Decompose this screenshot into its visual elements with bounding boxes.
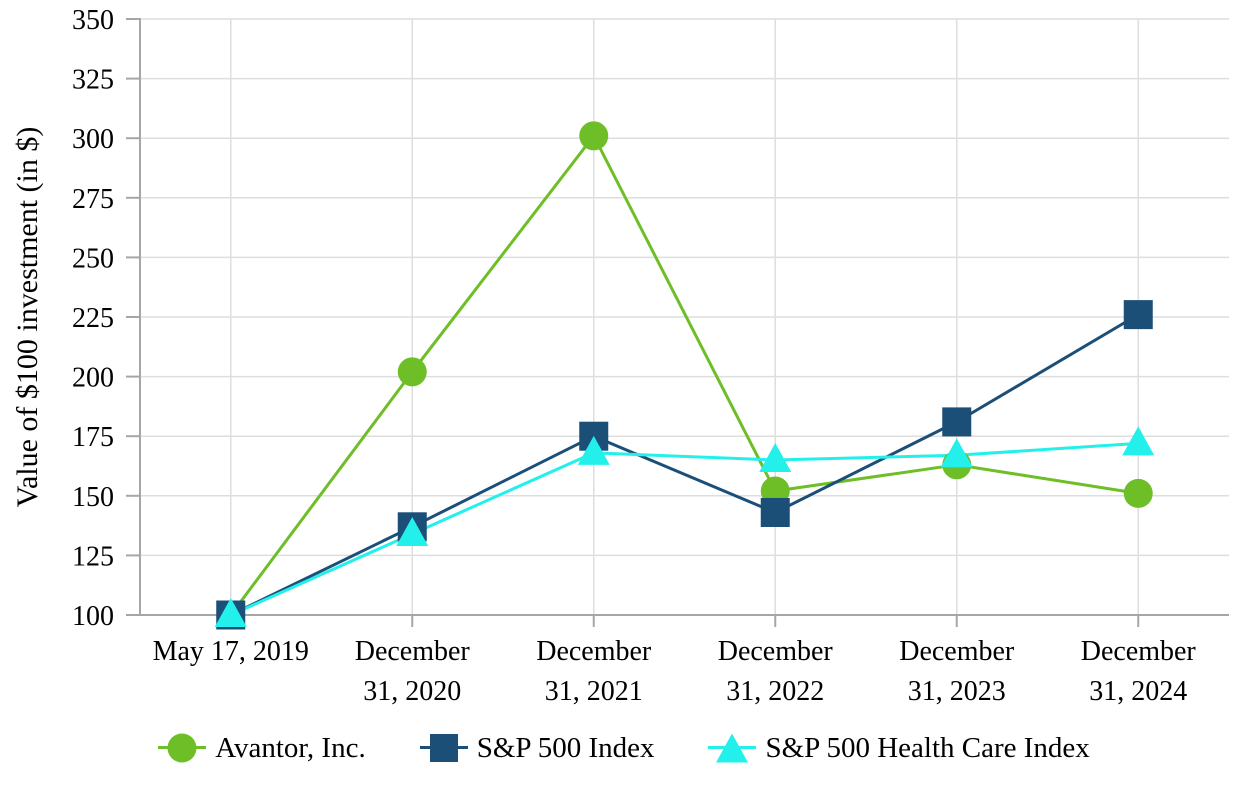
legend-item-sp500-healthcare: S&P 500 Health Care Index xyxy=(708,731,1090,765)
x-tick-label: December 31, 2021 xyxy=(536,636,652,707)
circle-marker-avantor-inc xyxy=(397,357,427,387)
y-tick-label: 325 xyxy=(72,65,114,96)
series-line-s-p-500-index xyxy=(229,313,1140,617)
triangle-marker-s-p-500-health-care-index xyxy=(577,435,610,465)
x-tick-label: May 17, 2019 xyxy=(153,636,309,667)
y-tick-label: 150 xyxy=(72,482,114,513)
triangle-marker-s-p-500-health-care-index xyxy=(940,438,973,468)
y-tick-label: 225 xyxy=(72,303,114,334)
triangle-marker-icon xyxy=(716,733,749,763)
y-tick-label: 275 xyxy=(72,184,114,215)
triangle-marker-s-p-500-health-care-index xyxy=(396,516,429,546)
x-tick-label: December 31, 2020 xyxy=(355,636,471,707)
x-tick-label: December 31, 2022 xyxy=(718,636,834,707)
series-line-s-p-500-health-care-index xyxy=(229,441,1140,617)
chart-legend: Avantor, Inc. S&P 500 Index S&P 500 Heal… xyxy=(0,722,1248,774)
legend-marker xyxy=(158,731,207,765)
y-tick-label: 200 xyxy=(72,363,114,394)
legend-marker xyxy=(419,731,468,765)
triangle-marker-s-p-500-health-care-index xyxy=(1122,426,1155,456)
circle-marker-icon xyxy=(167,733,197,763)
square-marker-s-p-500-index xyxy=(942,407,972,437)
legend-item-avantor: Avantor, Inc. xyxy=(158,731,366,765)
legend-label: Avantor, Inc. xyxy=(215,731,366,764)
square-marker-icon xyxy=(429,734,458,762)
y-tick-label: 300 xyxy=(72,124,114,155)
x-tick-label: December 31, 2024 xyxy=(1081,636,1197,707)
y-tick-label: 350 xyxy=(72,5,114,36)
x-tick-label: December 31, 2023 xyxy=(899,636,1015,707)
y-tick-label: 100 xyxy=(72,601,114,632)
square-marker-s-p-500-index xyxy=(760,497,790,527)
triangle-marker-s-p-500-health-care-index xyxy=(214,598,247,627)
circle-marker-avantor-inc xyxy=(1123,478,1153,508)
y-axis-title: Value of $100 investment (in $) xyxy=(11,126,44,508)
legend-label: S&P 500 Index xyxy=(476,731,655,764)
series-line-avantor-inc xyxy=(229,134,1140,617)
legend-label: S&P 500 Health Care Index xyxy=(765,731,1090,764)
legend-marker xyxy=(708,731,757,765)
square-marker-s-p-500-index xyxy=(1123,300,1153,330)
triangle-marker-s-p-500-health-care-index xyxy=(759,443,792,473)
legend-item-sp500: S&P 500 Index xyxy=(419,731,655,765)
y-tick-label: 250 xyxy=(72,243,114,274)
y-tick-label: 175 xyxy=(72,422,114,453)
y-tick-label: 125 xyxy=(72,541,114,572)
circle-marker-avantor-inc xyxy=(579,121,609,151)
